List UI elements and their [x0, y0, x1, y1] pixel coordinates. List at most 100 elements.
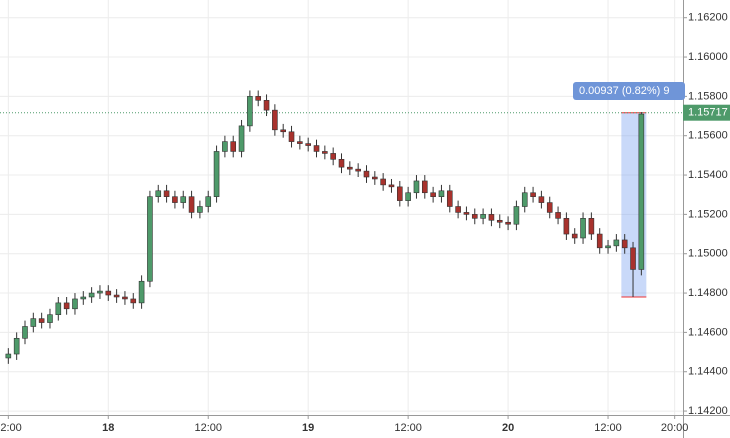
- candle-body: [605, 245, 611, 249]
- candle-body: [5, 353, 12, 359]
- candle-body: [313, 145, 320, 152]
- candle-body: [446, 190, 453, 207]
- x-tick-label: 12:00: [594, 422, 622, 434]
- candle-body: [205, 196, 212, 207]
- y-tick-label: 1.14600: [688, 326, 728, 338]
- candle-body: [496, 219, 503, 223]
- candle-body: [505, 221, 511, 225]
- y-tick-label: 1.16000: [688, 51, 728, 63]
- candle-body: [513, 206, 520, 225]
- candle-body: [488, 214, 495, 221]
- y-tick-label: 1.15800: [688, 90, 728, 102]
- candle-body: [471, 214, 478, 219]
- y-tick-label: 1.15400: [688, 169, 728, 181]
- candle-body: [588, 218, 595, 235]
- candle-body: [563, 218, 570, 235]
- candle-body: [621, 239, 628, 249]
- candle-body: [380, 178, 386, 186]
- candle-body: [88, 292, 95, 298]
- y-tick-label: 1.15200: [688, 208, 728, 220]
- candle-body: [363, 170, 370, 178]
- candle-body: [322, 151, 328, 154]
- y-tick-label: 1.14200: [688, 405, 728, 417]
- x-tick-label: 12:00: [194, 422, 222, 434]
- candle-body: [630, 247, 636, 270]
- candle-body: [13, 337, 20, 355]
- candle-body: [230, 141, 237, 152]
- candle-body: [555, 212, 561, 219]
- last-price-label: 1.15717: [688, 107, 728, 119]
- x-tick-label: 2:00: [0, 422, 21, 434]
- y-tick-label: 1.14400: [688, 366, 728, 378]
- candle-body: [388, 184, 395, 188]
- candle-body: [122, 296, 128, 300]
- candle-body: [613, 239, 620, 247]
- candle-body: [405, 192, 411, 201]
- candle-body: [397, 186, 403, 201]
- candle-body: [263, 100, 270, 111]
- candle-body: [63, 302, 70, 310]
- candle-body: [455, 206, 461, 213]
- x-tick-label: 12:00: [394, 422, 422, 434]
- candle-body: [571, 233, 578, 239]
- candle-body: [97, 290, 103, 294]
- candle-body: [22, 326, 28, 339]
- candle-body: [288, 131, 295, 142]
- candle-body: [355, 168, 361, 172]
- candle-body: [638, 113, 645, 270]
- y-tick-label: 1.16200: [688, 12, 728, 24]
- candle-body: [238, 125, 245, 152]
- candle-body: [430, 192, 436, 197]
- candle-body: [538, 196, 545, 203]
- candle-body: [30, 318, 37, 327]
- candle-body: [197, 206, 203, 213]
- candle-body: [330, 153, 336, 160]
- candle-body: [163, 190, 170, 197]
- candle-body: [180, 196, 187, 203]
- candle-body: [38, 318, 45, 323]
- candle-body: [147, 196, 153, 282]
- candle-body: [130, 298, 137, 304]
- x-tick-label: 20:00: [661, 422, 689, 434]
- y-tick-label: 1.14800: [688, 287, 728, 299]
- x-tick-label: 18: [102, 422, 114, 434]
- candle-body: [113, 294, 120, 298]
- candle-body: [421, 180, 428, 194]
- candle-body: [413, 180, 420, 194]
- last-price-bg: [683, 104, 730, 121]
- candle-body: [372, 176, 378, 180]
- candle-body: [580, 218, 586, 239]
- candle-body: [188, 196, 195, 213]
- y-tick-label: 1.15600: [688, 130, 728, 142]
- candle-body: [347, 166, 353, 170]
- candle-body: [596, 233, 603, 249]
- candle-body: [521, 192, 528, 207]
- candle-body: [546, 202, 553, 213]
- x-tick-label: 20: [502, 422, 514, 434]
- candle-body: [105, 290, 112, 296]
- candle-body: [222, 141, 228, 152]
- candle-body: [297, 141, 303, 144]
- candle-body: [55, 302, 62, 315]
- candle-body: [247, 96, 253, 127]
- candle-body: [155, 190, 162, 197]
- candle-body: [255, 96, 262, 101]
- candle-body: [272, 109, 278, 131]
- candle-body: [72, 298, 78, 310]
- candle-body: [80, 296, 87, 300]
- y-tick-label: 1.15000: [688, 248, 728, 260]
- candle-body: [172, 196, 178, 203]
- measure-label-bg: [573, 82, 685, 100]
- x-tick-label: 19: [302, 422, 314, 434]
- candle-body: [463, 212, 470, 215]
- candle-body: [530, 192, 536, 197]
- candle-body: [338, 159, 345, 168]
- candle-body: [213, 151, 220, 197]
- candle-body: [138, 280, 145, 304]
- measure-label: 0.00937 (0.82%) 9: [579, 85, 670, 97]
- candle-body: [305, 143, 311, 146]
- candle-body: [438, 190, 445, 197]
- candle-body: [47, 314, 53, 323]
